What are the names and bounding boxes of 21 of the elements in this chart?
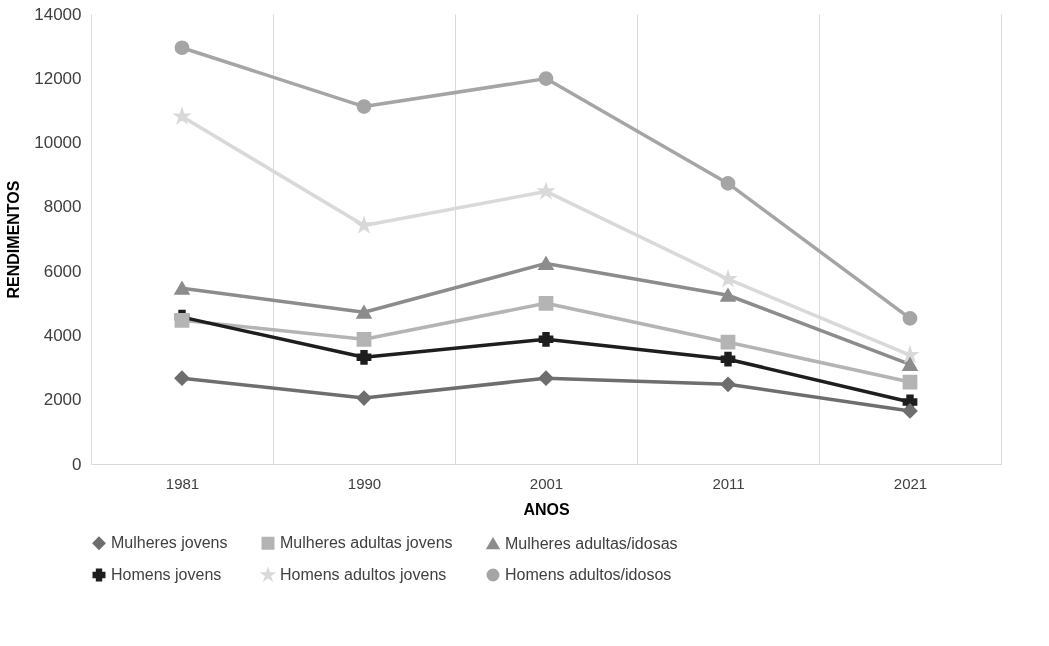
y-tick-label: 8000 [43,197,82,217]
legend-label: Homens adultos/idosos [505,566,672,583]
y-tick-label: 6000 [43,261,82,281]
x-tick-label: 1990 [347,474,382,492]
y-tick-label: 14000 [34,4,82,24]
y-tick-label: 0 [72,454,82,474]
x-tick-label: 2011 [712,474,745,492]
legend-label: Mulheres adultas/idosas [505,534,678,552]
legend-label: Mulheres adultas jovens [280,534,453,552]
x-axis-title: ANOS [523,500,570,518]
legend-label: Homens adultos jovens [280,566,447,583]
y-tick-label: 10000 [34,133,82,153]
y-tick-label: 2000 [43,390,82,410]
x-tick-label: 2001 [529,474,564,492]
x-tick-label: 1981 [165,474,200,492]
y-axis-title: RENDIMENTOS [5,180,23,299]
legend-label: Homens jovens [111,566,222,583]
y-tick-label: 12000 [34,68,82,88]
legend-label: Mulheres jovens [111,534,228,552]
x-tick-label: 2021 [893,474,928,492]
y-tick-label: 4000 [43,325,82,345]
